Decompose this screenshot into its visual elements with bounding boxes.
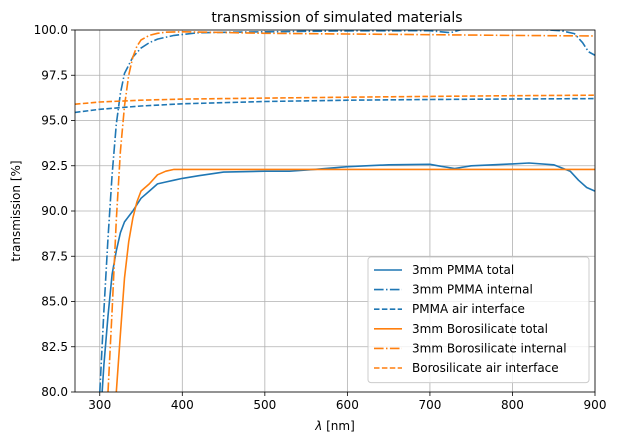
y-tick-label: 97.5: [41, 68, 68, 82]
chart-title: transmission of simulated materials: [211, 10, 462, 26]
x-tick-label: 500: [253, 398, 276, 412]
legend-label: PMMA air interface: [412, 302, 525, 316]
series-line-4: [115, 168, 595, 392]
x-axis-label: λ [nm]: [314, 419, 355, 433]
x-tick-label: 700: [418, 398, 441, 412]
legend-label: 3mm Borosilicate internal: [412, 341, 567, 355]
legend-label: 3mm Borosilicate total: [412, 322, 548, 336]
y-tick-label: 82.5: [41, 340, 68, 354]
x-tick-label: 800: [501, 398, 524, 412]
x-tick-label: 400: [171, 398, 194, 412]
legend-frame: [367, 256, 590, 384]
series-line-3: [75, 97, 595, 114]
x-tick-label: 300: [88, 398, 111, 412]
x-tick-label: 900: [584, 398, 607, 412]
y-tick-label: 90.0: [41, 204, 68, 218]
axis-ticks: 300 400 500 600 700 800 900 80.0 82.5 85.0 87.5 90.…: [34, 23, 607, 412]
series-lines: [75, 30, 595, 392]
y-tick-label: 95.0: [41, 114, 68, 128]
y-tick-label: 80.0: [41, 385, 68, 399]
series-line-5: [107, 30, 595, 392]
y-axis-label: transmission [%]: [9, 160, 23, 261]
legend-label: Borosilicate air interface: [412, 361, 559, 375]
series-line-6: [75, 94, 595, 105]
x-axis-label-unit: [nm]: [322, 419, 354, 433]
legend-label: 3mm PMMA internal: [412, 283, 533, 297]
x-tick-label: 600: [336, 398, 359, 412]
y-tick-label: 87.5: [41, 249, 68, 263]
series-line-1: [101, 162, 595, 392]
y-tick-label: 100.0: [34, 23, 68, 37]
legend-label: 3mm PMMA total: [412, 263, 514, 277]
legend: 3mm PMMA total 3mm PMMA internal PMMA air …: [367, 256, 590, 384]
y-tick-label: 85.0: [41, 295, 68, 309]
y-tick-label: 92.5: [41, 159, 68, 173]
